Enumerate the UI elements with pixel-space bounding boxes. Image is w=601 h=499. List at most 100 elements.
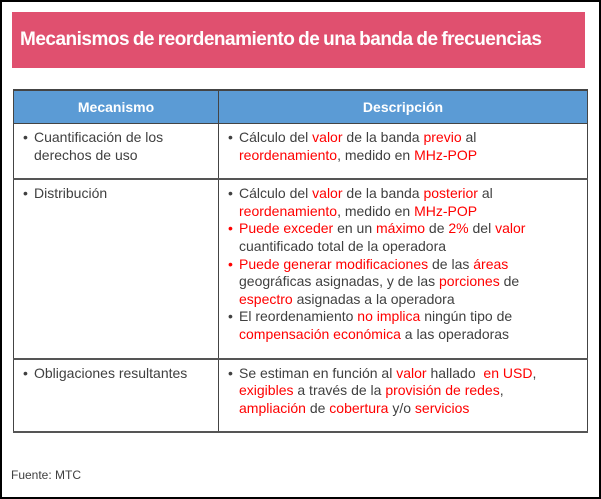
- text-line: Obligaciones resultantes: [34, 364, 188, 381]
- text-line: Puede exceder en un máximo de 2% del val…: [239, 220, 525, 238]
- highlighted-text: reordenamiento: [239, 202, 338, 219]
- text-segment: de la banda: [342, 129, 424, 145]
- text-segment: en un: [333, 220, 377, 237]
- text-segment: hallado: [426, 364, 480, 381]
- highlighted-text: servicios: [414, 399, 470, 416]
- text-line: cuantificado total de la operadora: [239, 238, 525, 256]
- bullet: •: [228, 308, 233, 325]
- source-note: Fuente: MTC: [11, 468, 82, 482]
- highlighted-text: cobertura: [329, 399, 389, 416]
- text-segment: Cálculo del: [239, 129, 313, 145]
- bullet: •: [228, 185, 233, 202]
- highlighted-text: compensación económica: [239, 325, 401, 342]
- highlighted-text: previo: [423, 129, 462, 145]
- text-segment: de: [499, 273, 520, 290]
- table-row: • Distribución • Cálculo del valor de la ba…: [13, 178, 588, 360]
- highlighted-text: valor: [312, 185, 343, 202]
- bullet: •: [228, 129, 233, 145]
- text-segment: ,: [532, 364, 537, 381]
- description-text: Cálculo del valor de la banda posterior …: [239, 185, 493, 220]
- bullet-item: • El reordenamiento no implica ningún tip…: [228, 308, 583, 343]
- mechanism-text: Distribución: [34, 185, 107, 203]
- text-line: Cuantificación de los: [34, 129, 164, 145]
- text-segment: y/o: [388, 399, 415, 416]
- text-segment: al: [477, 185, 493, 202]
- text-line: exigibles a través de la provisión de re…: [239, 382, 536, 400]
- text-line: ampliación de cobertura y/o servicios: [239, 400, 536, 418]
- text-segment: a las operadoras: [400, 325, 510, 342]
- text-segment: cuantificado total de la operadora: [239, 237, 447, 254]
- mechanism-cell: • Obligaciones resultantes: [13, 358, 219, 434]
- text-line: Puede generar modificaciones de las área…: [239, 256, 519, 274]
- text-segment: El reordenamiento: [239, 308, 358, 325]
- mechanism-cell: • Distribución: [13, 178, 219, 360]
- highlighted-text: provisión de redes: [385, 382, 500, 399]
- bullet-item: • Cálculo del valor de la banda posterior…: [228, 185, 583, 220]
- bullet-item: • Puede exceder en un máximo de 2% del va…: [228, 220, 583, 255]
- text-line: reordenamiento, medido en MHz-POP: [239, 203, 493, 221]
- highlighted-text: MHz-POP: [414, 202, 478, 219]
- highlighted-text: 2%: [448, 220, 469, 237]
- highlighted-text: Puede exceder: [239, 220, 334, 237]
- text-segment: , medido en: [337, 146, 415, 163]
- description-text: Cálculo del valor de la banda previo al r…: [239, 129, 477, 164]
- text-segment: asignadas a la operadora: [292, 290, 455, 307]
- bullet-item: • Obligaciones resultantes: [23, 365, 214, 383]
- highlighted-text: máximo: [376, 220, 426, 237]
- text-segment: al: [461, 129, 477, 145]
- bullet: •: [228, 220, 233, 237]
- mechanism-text: Obligaciones resultantes: [34, 365, 187, 383]
- text-line: Se estiman en función al valor hallado e…: [239, 365, 536, 383]
- text-segment: geográficas asignadas, y de las: [239, 273, 440, 290]
- mechanism-cell: • Cuantificación de los derechos de uso: [13, 123, 219, 181]
- highlighted-text: ampliación: [239, 399, 306, 416]
- text-segment: del: [468, 220, 496, 237]
- description-cell: • Cálculo del valor de la banda posterior…: [218, 178, 588, 360]
- header-description: Descripción: [218, 89, 588, 124]
- text-segment: Cálculo del: [239, 185, 313, 202]
- header-mechanism: Mecanismo: [13, 89, 219, 124]
- bullet-item: • Distribución: [23, 185, 214, 203]
- text-segment: Se estiman en función al: [239, 364, 397, 381]
- text-segment: de: [305, 399, 330, 416]
- description-cell: • Se estiman en función al valor hallado …: [218, 358, 588, 434]
- text-line: Cálculo del valor de la banda previo al: [239, 129, 477, 147]
- text-segment: ,: [499, 382, 504, 399]
- slide-title: Mecanismos de reordenamiento de una band…: [12, 12, 585, 68]
- highlighted-text: valor: [312, 129, 343, 145]
- highlighted-text: áreas: [473, 255, 509, 272]
- bullet-item: • Cuantificación de los derechos de uso: [23, 129, 214, 164]
- highlighted-text: porciones: [439, 273, 500, 290]
- text-line: compensación económica a las operadoras: [239, 326, 512, 344]
- highlighted-text: en USD: [479, 364, 533, 381]
- table-row: • Cuantificación de los derechos de uso • Cá…: [13, 123, 588, 181]
- text-line: geográficas asignadas, y de las porcione…: [239, 273, 519, 291]
- text-segment: de: [425, 220, 449, 237]
- description-text: Se estiman en función al valor hallado e…: [239, 365, 536, 418]
- text-line: espectro asignadas a la operadora: [239, 291, 519, 309]
- text-segment: ningún tipo de: [420, 308, 513, 325]
- mechanisms-table: Mecanismo Descripción • Cuantificación de…: [13, 89, 588, 434]
- bullet: •: [23, 129, 28, 145]
- text-segment: de la banda: [342, 185, 424, 202]
- text-line: Cálculo del valor de la banda posterior …: [239, 185, 493, 203]
- bullet: •: [23, 185, 28, 202]
- highlighted-text: reordenamiento: [239, 146, 338, 163]
- highlighted-text: MHz-POP: [414, 146, 478, 163]
- description-cell: • Cálculo del valor de la banda previo al…: [218, 123, 588, 181]
- highlighted-text: exigibles: [239, 382, 294, 399]
- highlighted-text: no implica: [357, 308, 421, 325]
- bullet: •: [228, 255, 233, 272]
- bullet: •: [23, 364, 28, 381]
- highlighted-text: posterior: [423, 185, 478, 202]
- highlighted-text: valor: [396, 364, 427, 381]
- bullet-item: • Se estiman en función al valor hallado …: [228, 365, 583, 418]
- highlighted-text: Puede generar modificaciones: [239, 255, 429, 272]
- description-text: Puede exceder en un máximo de 2% del val…: [239, 220, 525, 255]
- table-row: • Obligaciones resultantes • Se estiman en …: [13, 358, 588, 434]
- text-segment: , medido en: [337, 202, 415, 219]
- text-segment: a través de la: [293, 382, 386, 399]
- text-line: reordenamiento, medido en MHz-POP: [239, 147, 477, 165]
- highlighted-text: espectro: [239, 290, 293, 307]
